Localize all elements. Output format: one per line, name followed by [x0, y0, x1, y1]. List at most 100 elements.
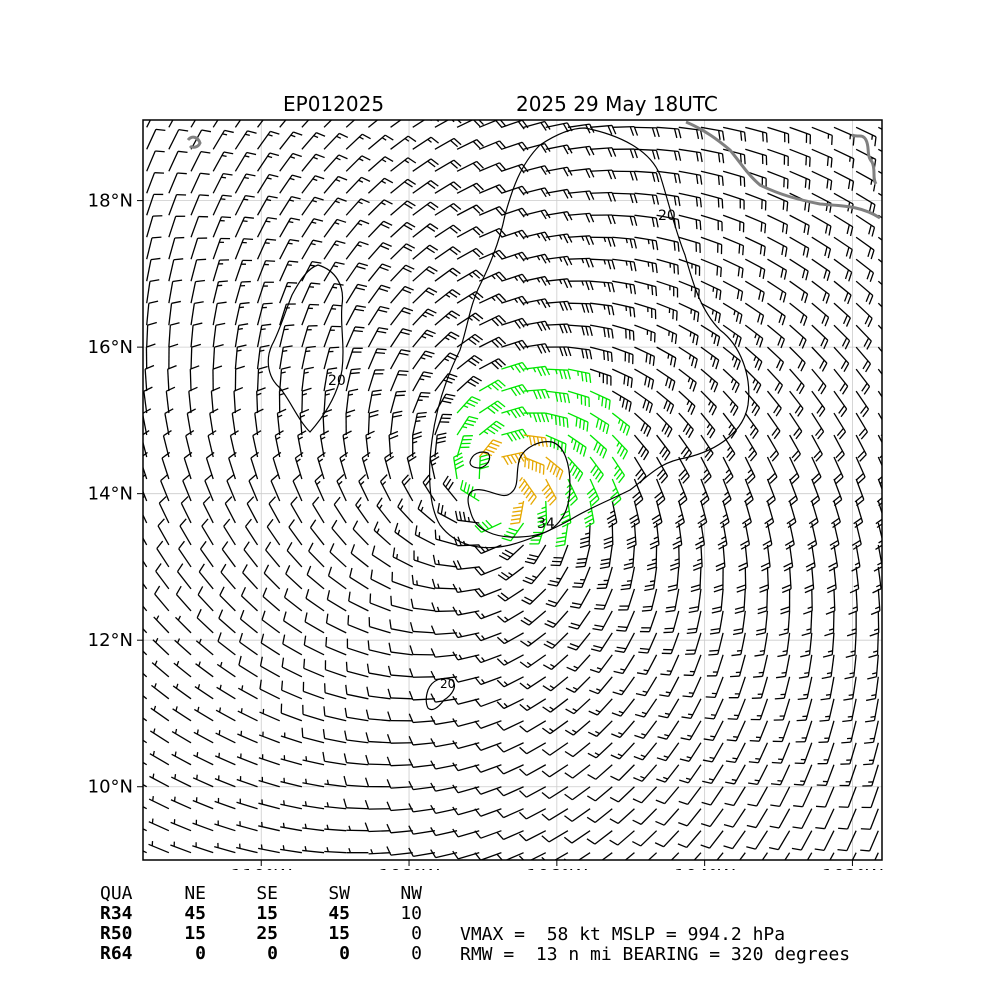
wind-barb [612, 258, 637, 272]
wind-barb [190, 301, 204, 326]
wind-barb [589, 324, 614, 339]
wind-barb [599, 544, 613, 570]
wind-barb [865, 676, 879, 702]
wind-barb [346, 825, 369, 832]
wind-barb [587, 742, 613, 759]
wind-barb [146, 193, 164, 216]
wind-barb [430, 648, 458, 658]
wind-barb [649, 522, 660, 550]
wind-barb [434, 137, 462, 150]
wind-barb [849, 566, 860, 594]
wind-barb [789, 148, 811, 167]
wind-barb [524, 544, 547, 565]
wind-barb [190, 258, 207, 282]
wind-barb [789, 346, 806, 372]
wind-barb [258, 731, 280, 744]
wind-barb [202, 496, 214, 524]
wind-barb [150, 705, 170, 722]
wind-barb [496, 720, 524, 731]
wind-barb [234, 259, 253, 282]
wind-barb [655, 808, 680, 826]
wind-barb [678, 236, 701, 253]
wind-barb [387, 665, 413, 678]
wind-barb [474, 852, 502, 860]
wind-barb [567, 212, 595, 223]
wind-barb [547, 566, 569, 587]
wind-barb [654, 478, 666, 507]
wind-barb [192, 797, 214, 810]
wind-barb [700, 456, 712, 484]
wind-barb [545, 368, 571, 380]
wind-barb [370, 569, 391, 590]
wind-barb [496, 698, 524, 710]
wind-barb [731, 632, 746, 657]
wind-barb [361, 451, 371, 480]
wind-barb [678, 258, 701, 276]
wind-barb [336, 474, 347, 502]
wind-barb [199, 540, 214, 568]
wind-barb [590, 147, 617, 158]
wind-barb [212, 344, 224, 370]
wind-barb [656, 368, 676, 391]
wind-barb [804, 566, 815, 594]
wind-barb [590, 191, 616, 202]
wind-barb [390, 120, 417, 128]
row-label: R64 [100, 943, 133, 964]
wind-barb [678, 368, 697, 392]
wind-barb [256, 323, 272, 348]
wind-barb [746, 830, 769, 850]
wind-barb [143, 739, 148, 744]
wind-barb [523, 209, 551, 220]
wind-field-map: 20 34 20 20 110°W 108°W 106°W 104°W 102°W 10°… [88, 119, 883, 870]
wind-barb [452, 560, 480, 571]
wind-barb [143, 627, 148, 634]
wind-barb [301, 260, 322, 282]
wind-barb [190, 150, 211, 172]
wind-barb [654, 830, 680, 848]
wind-barb [767, 258, 788, 280]
wind-barb [833, 170, 855, 191]
wind-barb [596, 566, 613, 590]
wind-barb [833, 302, 851, 327]
wind-barb [323, 706, 347, 722]
wind-barb [434, 246, 461, 260]
wind-barb [168, 322, 180, 348]
wind-barb [323, 283, 344, 304]
wind-barb [212, 172, 233, 194]
wind-barb [306, 565, 325, 590]
wind-barb [179, 518, 192, 546]
wind-barb [757, 588, 769, 615]
wind-barb [855, 302, 873, 328]
wind-barb [434, 181, 462, 194]
wind-barb [658, 698, 680, 719]
wind-barb [738, 852, 746, 860]
wind-barb [700, 368, 719, 393]
wind-barb [345, 326, 365, 348]
wind-barb [280, 800, 303, 810]
wind-barb [343, 775, 369, 788]
wind-barb [216, 661, 236, 678]
wind-barb [657, 720, 680, 740]
wind-barb [456, 182, 484, 194]
wind-barb [682, 676, 702, 698]
wind-barb [774, 676, 791, 700]
wind-barb [260, 633, 281, 656]
wind-barb [781, 566, 792, 594]
wind-barb [456, 435, 473, 458]
wind-barb [609, 786, 635, 803]
wind-barb [276, 408, 287, 436]
wind-barb [877, 412, 882, 437]
wind-barb [722, 170, 746, 187]
wind-barb [567, 235, 595, 246]
wind-barb [168, 279, 183, 304]
wind-barb [305, 589, 325, 612]
wind-barb [234, 216, 254, 238]
wind-barb [633, 742, 658, 761]
wind-barb [583, 500, 595, 528]
wind-barb [855, 236, 875, 260]
wind-barb [301, 303, 320, 326]
wind-barb [497, 588, 524, 602]
contour-20kt-west [267, 264, 344, 433]
wind-barb [783, 544, 794, 572]
wind-barb [434, 202, 462, 216]
